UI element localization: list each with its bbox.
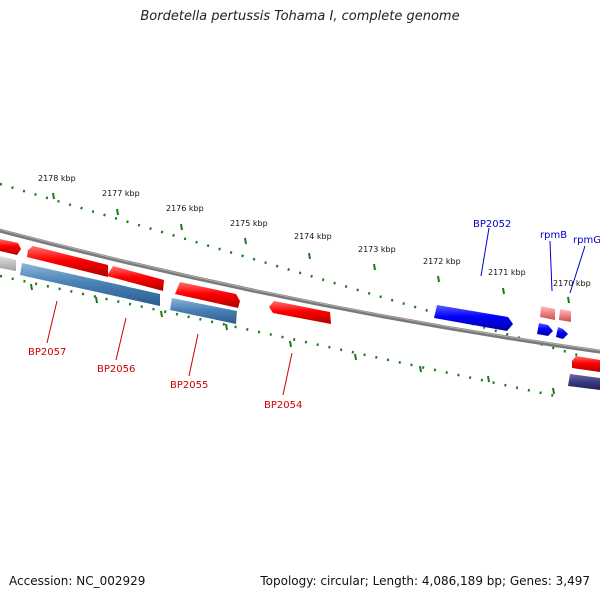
genome-title: Bordetella pertussis Tohama I, complete … — [140, 9, 460, 24]
label-bp2057: BP2057 — [28, 347, 66, 358]
gene-bp2055-feature — [175, 282, 240, 308]
label-bp2056: BP2056 — [97, 364, 135, 375]
gene-blue-small-1 — [537, 323, 553, 336]
label-bp2055: BP2055 — [170, 380, 208, 391]
label-bp2054: BP2054 — [264, 400, 302, 411]
scale-label-2173: 2173 kbp — [358, 245, 396, 254]
accession-text: Accession: NC_002929 — [9, 574, 146, 588]
highlight-genes — [434, 305, 568, 339]
gene-left-edge-gray — [0, 256, 16, 271]
gene-bp2057-feature — [27, 246, 108, 277]
upper-major-ticks — [52, 192, 570, 304]
gene-bp2056-feature — [107, 266, 164, 291]
scale-label-2176: 2176 kbp — [166, 204, 204, 213]
gene-rpmb-feature — [540, 306, 555, 320]
gene-navy-edge — [568, 374, 600, 390]
genome-backbone — [0, 228, 600, 354]
gene-bp2054-feature — [269, 301, 331, 324]
scale-label-2170: 2170 kbp — [553, 279, 591, 288]
gene-bp2052-feature — [434, 305, 513, 331]
genome-summary-text: Topology: circular; Length: 4,086,189 bp… — [260, 574, 590, 588]
gene-labels: BP2057 BP2056 BP2055 BP2054 BP2052 rpmB … — [28, 219, 600, 411]
gene-rpmg-feature — [559, 309, 571, 322]
gene-left-edge-red — [0, 239, 21, 255]
gene-right-edge-red — [572, 356, 600, 372]
gene-steel-1 — [20, 263, 160, 306]
scale-label-2172: 2172 kbp — [423, 257, 461, 266]
scale-label-2178: 2178 kbp — [38, 174, 76, 183]
scale-label-2171: 2171 kbp — [488, 268, 526, 277]
scale-labels: 2178 kbp 2177 kbp 2176 kbp 2175 kbp 2174… — [38, 174, 591, 288]
reverse-genes — [0, 256, 600, 390]
lower-major-ticks — [30, 283, 555, 395]
scale-label-2175: 2175 kbp — [230, 219, 268, 228]
forward-genes — [0, 239, 600, 372]
gene-steel-2 — [170, 298, 237, 324]
scale-label-2177: 2177 kbp — [102, 189, 140, 198]
label-rpmb: rpmB — [540, 230, 567, 241]
gene-blue-small-2 — [556, 327, 568, 339]
label-bp2052: BP2052 — [473, 219, 511, 230]
label-leaders — [46, 227, 586, 396]
scale-label-2174: 2174 kbp — [294, 232, 332, 241]
label-rpmg: rpmG — [573, 235, 600, 246]
